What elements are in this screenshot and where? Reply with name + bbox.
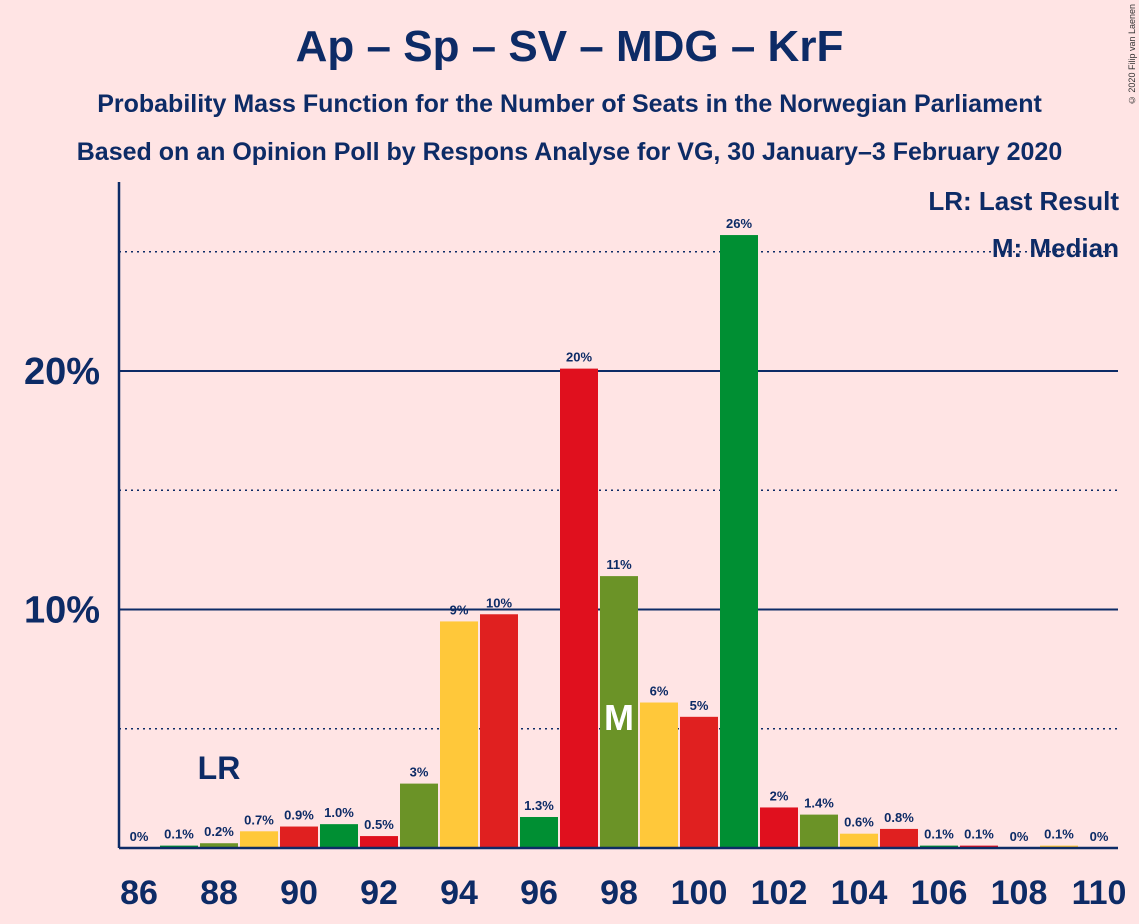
bar [720, 235, 758, 848]
bar [880, 828, 918, 848]
data-label: 2% [770, 788, 789, 803]
bar [560, 368, 598, 848]
data-label: 1.0% [324, 805, 354, 820]
data-label: 9% [450, 602, 469, 617]
data-label: 10% [486, 595, 512, 610]
bar [360, 836, 398, 848]
x-tick-label: 86 [120, 874, 158, 912]
data-label: 0.9% [284, 808, 314, 823]
data-label: 26% [726, 216, 752, 231]
data-label: 0.6% [844, 815, 874, 830]
chart-subtitle-2: Based on an Opinion Poll by Respons Anal… [76, 138, 1063, 166]
data-label: 0.8% [884, 810, 914, 825]
bar [440, 621, 478, 848]
legend-last-result: LR: Last Result [928, 186, 1119, 216]
x-tick-label: 104 [831, 874, 888, 912]
x-tick-label: 102 [751, 874, 808, 912]
x-tick-label: 92 [360, 874, 398, 912]
bar [240, 831, 278, 848]
x-tick-label: 100 [671, 874, 728, 912]
legend-median: M: Median [991, 233, 1119, 263]
x-tick-label: 94 [440, 874, 478, 912]
data-label: 11% [606, 557, 632, 572]
x-tick-label: 88 [200, 874, 238, 912]
x-tick-label: 96 [520, 874, 558, 912]
x-tick-label: 98 [600, 874, 638, 912]
x-tick-label: 110 [1072, 874, 1127, 912]
data-label: 0.1% [964, 827, 994, 842]
bar [640, 702, 678, 848]
data-label: 0.1% [1044, 827, 1074, 842]
data-label: 6% [650, 684, 669, 699]
bar [400, 783, 438, 848]
y-tick-label: 20% [24, 351, 100, 393]
data-label: 0.7% [244, 812, 274, 827]
bar [320, 824, 358, 848]
data-label: 1.4% [804, 796, 834, 811]
bar [520, 816, 558, 848]
chart-title: Ap – Sp – SV – MDG – KrF [295, 22, 844, 71]
data-label: 3% [410, 765, 429, 780]
bar [200, 843, 238, 848]
x-tick-label: 108 [991, 874, 1048, 912]
bar [480, 614, 518, 848]
bar [600, 576, 638, 848]
x-tick-label: 106 [911, 874, 968, 912]
data-label: 0.5% [364, 817, 394, 832]
data-label: 1.3% [524, 798, 554, 813]
bar [760, 807, 798, 848]
data-label: 0.1% [164, 827, 194, 842]
data-label: 0% [1010, 829, 1029, 844]
chart-subtitle-1: Probability Mass Function for the Number… [97, 90, 1042, 118]
median-marker: M [604, 697, 634, 738]
data-label: 5% [690, 698, 709, 713]
data-label: 0% [1090, 829, 1109, 844]
x-tick-label: 90 [280, 874, 318, 912]
bar [840, 833, 878, 848]
y-tick-label: 10% [24, 590, 100, 632]
bar [280, 826, 318, 848]
data-label: 0% [130, 829, 149, 844]
bar [680, 716, 718, 848]
bar [800, 814, 838, 848]
data-label: 0.2% [204, 824, 234, 839]
data-label: 0.1% [924, 827, 954, 842]
data-label: 20% [566, 350, 592, 365]
last-result-marker: LR [198, 750, 241, 786]
